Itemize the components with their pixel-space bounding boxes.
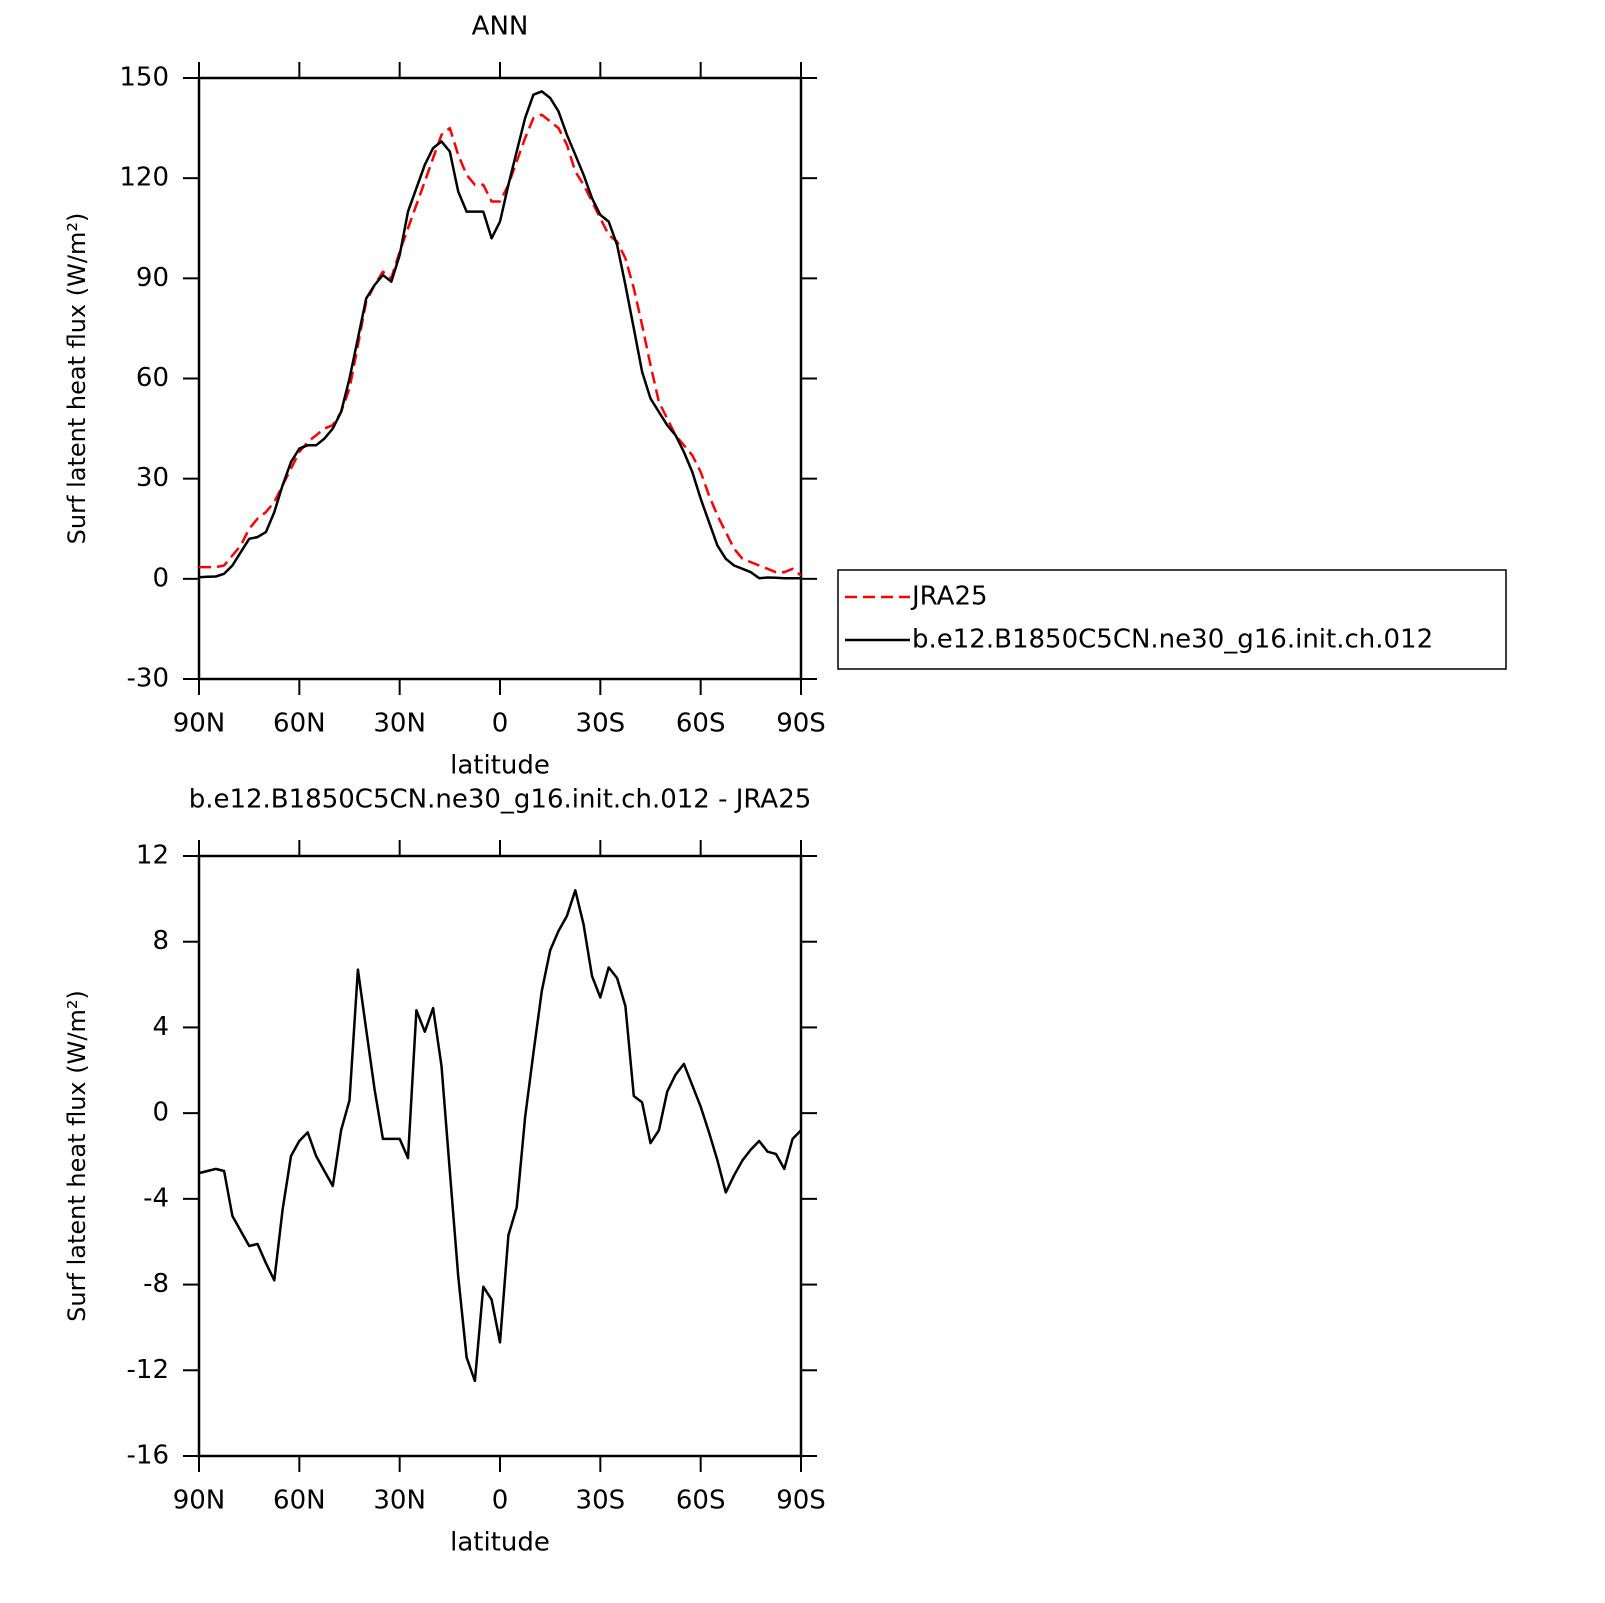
x-tick-label: 90S	[776, 709, 826, 739]
x-tick-label: 0	[492, 709, 509, 739]
legend-label: JRA25	[910, 582, 988, 612]
x-tick-label: 30N	[373, 1486, 426, 1516]
x-tick-label: 90N	[173, 1486, 226, 1516]
y-tick-label: -12	[127, 1355, 169, 1385]
y-axis-label: Surf latent heat flux (W/m²)	[63, 213, 91, 545]
y-tick-label: -16	[127, 1441, 169, 1471]
x-tick-label: 90N	[173, 709, 226, 739]
y-tick-label: 8	[152, 926, 169, 956]
x-tick-label: 30N	[373, 709, 426, 739]
y-axis-label: Surf latent heat flux (W/m²)	[63, 990, 91, 1322]
y-tick-label: 60	[136, 363, 169, 393]
x-tick-label: 30S	[576, 1486, 626, 1516]
x-axis-label: latitude	[450, 751, 550, 781]
chart-title: b.e12.B1850C5CN.ne30_g16.init.ch.012 - J…	[189, 785, 812, 815]
data-line	[199, 113, 802, 577]
y-tick-label: 90	[136, 263, 169, 293]
x-tick-label: 60N	[273, 709, 326, 739]
legend-box	[837, 569, 1507, 670]
y-tick-label: 0	[152, 563, 169, 593]
x-tick-label: 60S	[676, 709, 726, 739]
y-tick-label: -8	[143, 1269, 169, 1299]
y-tick-label: -30	[127, 664, 169, 694]
plot-frame	[197, 76, 803, 681]
y-tick-label: 120	[119, 163, 169, 193]
plot-frame	[197, 854, 803, 1458]
x-tick-label: 60N	[273, 1486, 326, 1516]
y-tick-label: 4	[152, 1012, 169, 1042]
y-tick-label: 30	[136, 463, 169, 493]
x-tick-label: 0	[492, 1486, 509, 1516]
data-line	[198, 90, 801, 580]
y-tick-label: 0	[152, 1098, 169, 1128]
x-axis-label: latitude	[450, 1528, 550, 1558]
data-line	[198, 889, 802, 1383]
y-tick-label: 12	[136, 841, 169, 871]
legend-label: b.e12.B1850C5CN.ne30_g16.init.ch.012	[912, 625, 1433, 655]
x-tick-label: 90S	[776, 1486, 826, 1516]
x-tick-label: 30S	[576, 709, 626, 739]
y-tick-label: -4	[143, 1183, 169, 1213]
y-tick-label: 150	[119, 63, 169, 93]
x-tick-label: 60S	[676, 1486, 726, 1516]
chart-title: ANN	[472, 12, 529, 42]
